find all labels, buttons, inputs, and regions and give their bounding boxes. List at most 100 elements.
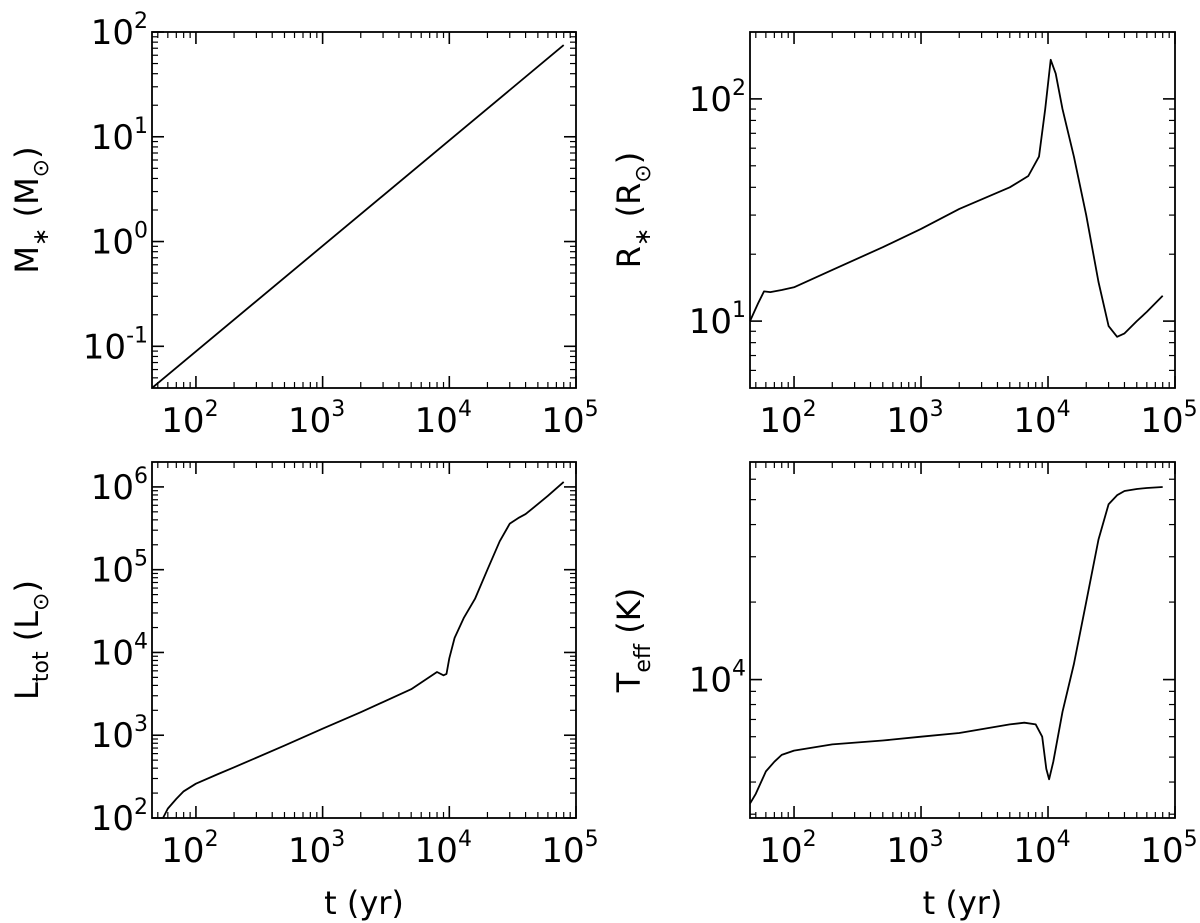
x-tick-label: 104 [1013, 397, 1070, 441]
y-axis-symbol: L [8, 682, 46, 700]
x-tick-base: 10 [161, 401, 204, 441]
y-tick-label: 100 [91, 219, 148, 263]
y-axis-unit-subscript: ⊙ [29, 159, 54, 177]
y-tick-exponent: 2 [134, 795, 148, 820]
x-axis-label: t (yr) [324, 884, 404, 922]
x-tick-label: 102 [759, 397, 816, 441]
x-tick-base: 10 [415, 831, 458, 871]
x-tick-exponent: 3 [331, 397, 345, 422]
series-line [162, 481, 565, 819]
y-tick-base: 10 [91, 118, 134, 158]
y-tick-base: 10 [83, 327, 126, 367]
y-axis-label: R∗ (R⊙) [610, 152, 656, 268]
x-tick-exponent: 5 [585, 827, 599, 852]
x-tick-label: 103 [288, 397, 345, 441]
axes-frame [749, 461, 1176, 819]
x-tick-label: 103 [886, 397, 943, 441]
x-tick-label: 104 [1013, 827, 1070, 871]
x-tick-exponent: 3 [331, 827, 345, 852]
y-tick-exponent: 5 [134, 547, 148, 572]
y-tick-base: 10 [91, 633, 134, 673]
y-tick-label: 104 [91, 629, 148, 673]
x-tick-exponent: 2 [803, 397, 817, 422]
y-tick-label: 101 [689, 298, 746, 342]
x-tick-label: 102 [161, 397, 218, 441]
minor-ticks [152, 462, 576, 818]
y-tick-exponent: 6 [134, 464, 148, 489]
y-tick-label: 104 [689, 657, 746, 701]
y-axis-symbol: M [8, 246, 46, 274]
x-tick-label: 103 [288, 827, 345, 871]
y-tick-exponent: 1 [134, 114, 148, 139]
x-tick-exponent: 3 [930, 397, 944, 422]
y-axis-unit: (L [8, 611, 46, 652]
y-tick-base: 10 [689, 80, 732, 120]
y-axis-subscript: ∗ [29, 228, 54, 246]
x-tick-base: 10 [1013, 831, 1056, 871]
y-axis-label: M∗ (M⊙) [8, 146, 54, 273]
series-line [151, 44, 565, 389]
x-tick-exponent: 2 [205, 827, 219, 852]
y-axis-label: Teff (K) [610, 588, 656, 693]
y-tick-label: 102 [91, 795, 148, 839]
x-tick-base: 10 [541, 831, 584, 871]
y-axis-unit-subscript: ⊙ [29, 593, 54, 611]
y-tick-base: 10 [91, 13, 134, 53]
x-tick-base: 10 [759, 401, 802, 441]
y-tick-exponent: 4 [732, 657, 746, 682]
y-axis-unit: (M [8, 177, 46, 227]
x-tick-exponent: 3 [930, 827, 944, 852]
y-tick-base: 10 [689, 661, 732, 701]
y-tick-exponent: -1 [126, 323, 148, 348]
y-axis-unit: (K) [610, 588, 648, 644]
y-tick-base: 10 [689, 302, 732, 342]
x-tick-label: 105 [541, 397, 598, 441]
x-tick-exponent: 5 [1184, 827, 1198, 852]
y-tick-exponent: 4 [134, 629, 148, 654]
y-axis-subscript: eff [631, 643, 656, 673]
y-tick-label: 106 [91, 464, 148, 508]
x-tick-base: 10 [886, 831, 929, 871]
x-tick-exponent: 4 [458, 397, 472, 422]
x-tick-exponent: 2 [205, 397, 219, 422]
x-tick-base: 10 [288, 401, 331, 441]
y-tick-exponent: 1 [732, 298, 746, 323]
y-tick-base: 10 [91, 799, 134, 839]
x-tick-base: 10 [1140, 401, 1183, 441]
y-tick-base: 10 [91, 223, 134, 263]
axes-frame [151, 31, 577, 389]
x-tick-base: 10 [759, 831, 802, 871]
x-tick-exponent: 4 [1057, 827, 1071, 852]
y-axis-unit-close: ) [8, 146, 46, 158]
axes-frame [151, 461, 577, 819]
y-tick-label: 101 [91, 114, 148, 158]
x-tick-exponent: 2 [803, 827, 817, 852]
y-axis-symbol: T [610, 672, 648, 693]
x-tick-label: 105 [1140, 827, 1197, 871]
minor-ticks [750, 32, 1175, 388]
x-tick-label: 103 [886, 827, 943, 871]
x-axis-label-text: t (yr) [324, 884, 404, 922]
minor-ticks [152, 32, 576, 388]
x-tick-label: 104 [415, 397, 472, 441]
y-tick-label: 10-1 [83, 323, 148, 367]
major-ticks [750, 462, 1176, 818]
x-tick-base: 10 [886, 401, 929, 441]
x-tick-base: 10 [415, 401, 458, 441]
x-tick-base: 10 [1140, 831, 1183, 871]
y-tick-exponent: 3 [134, 712, 148, 737]
y-axis-unit: (R [610, 183, 648, 228]
y-tick-label: 102 [689, 76, 746, 120]
y-tick-exponent: 2 [732, 76, 746, 101]
axes-frame [749, 31, 1176, 389]
y-tick-label: 103 [91, 712, 148, 756]
y-tick-label: 102 [91, 9, 148, 53]
x-tick-base: 10 [541, 401, 584, 441]
major-ticks [750, 32, 1176, 388]
y-tick-base: 10 [91, 716, 134, 756]
